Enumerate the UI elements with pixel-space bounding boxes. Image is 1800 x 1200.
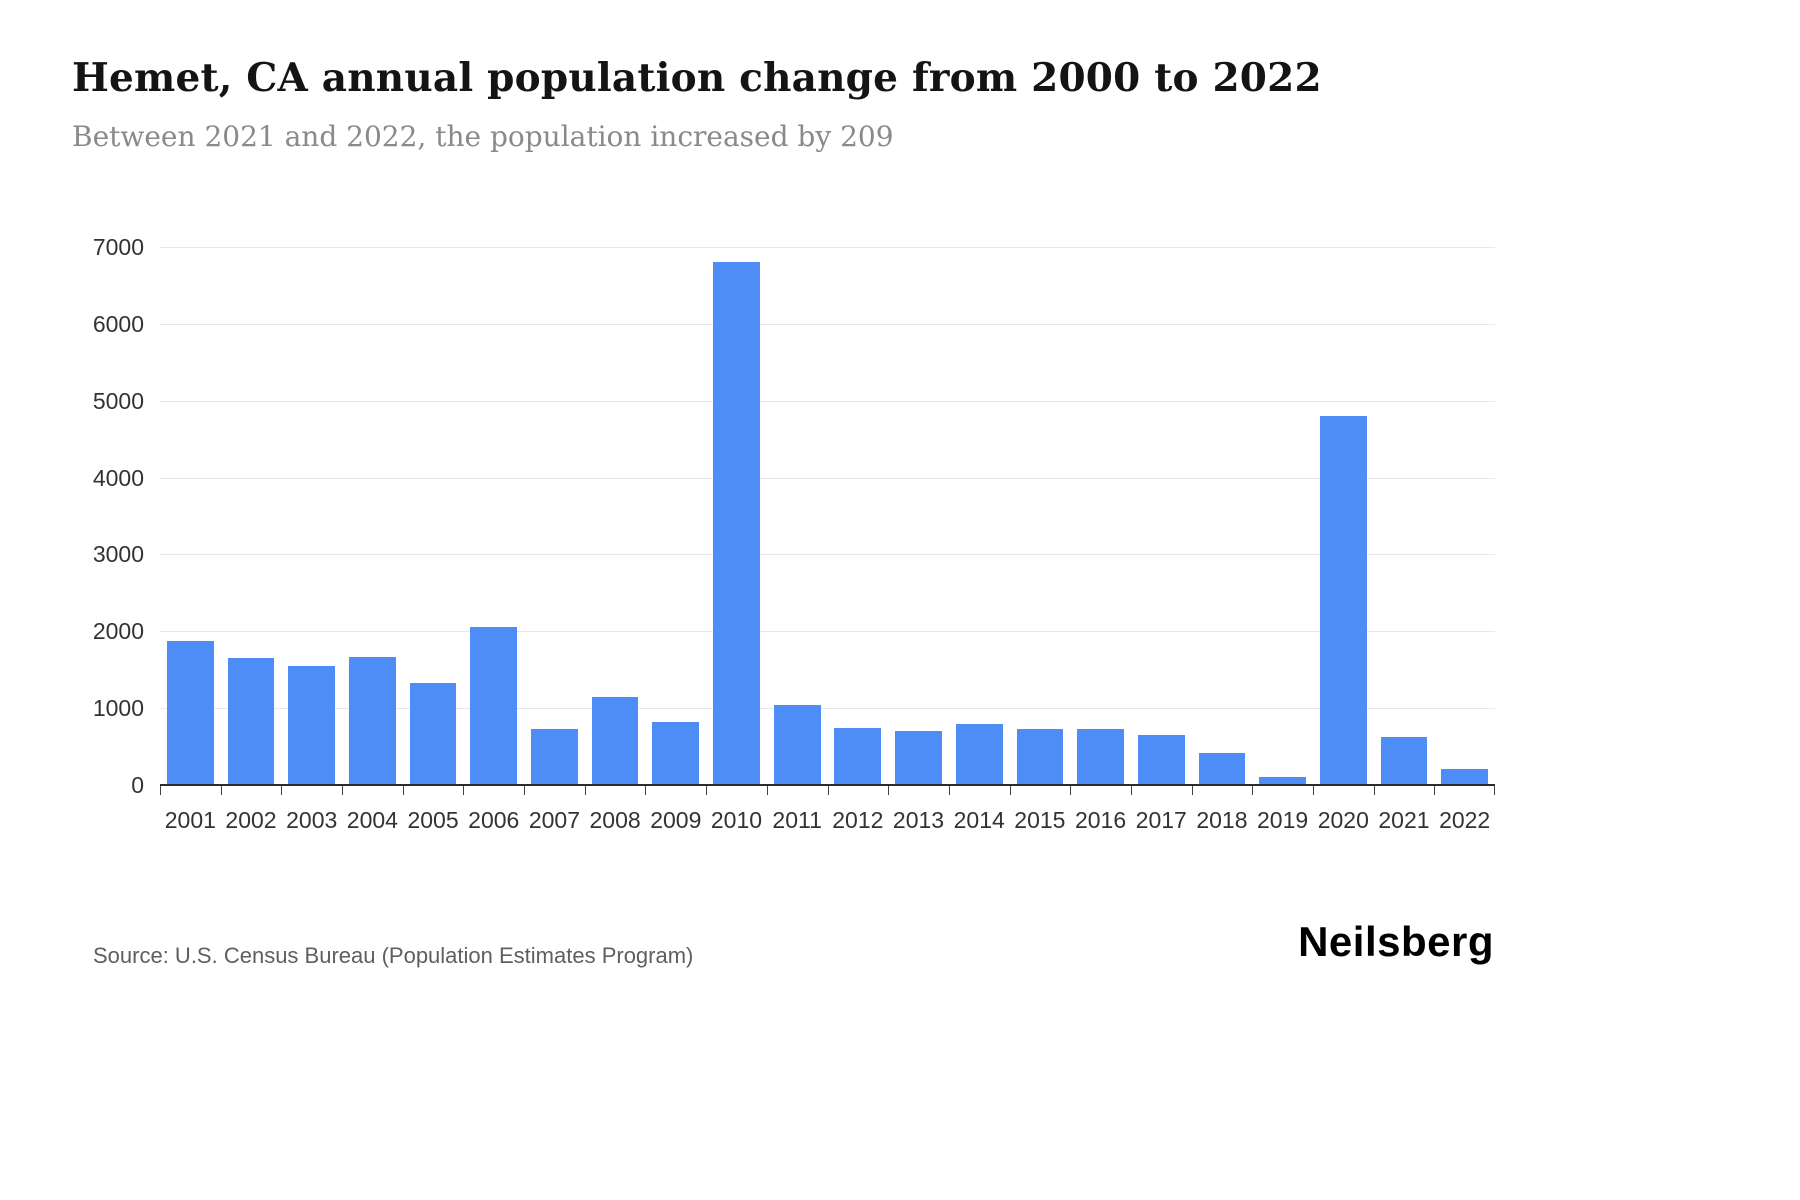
x-axis-label: 2008 xyxy=(589,807,641,833)
x-axis-tick xyxy=(220,786,222,795)
x-axis-tick xyxy=(706,786,708,795)
bar-2016[interactable] xyxy=(1077,728,1124,785)
x-axis-label: 2019 xyxy=(1257,807,1309,833)
x-axis-label: 2016 xyxy=(1074,807,1127,833)
gridline xyxy=(160,477,1495,479)
bar-2013[interactable] xyxy=(895,731,942,785)
x-axis-tick xyxy=(402,786,404,795)
x-axis-label: 2009 xyxy=(650,807,702,833)
x-axis-label: 2014 xyxy=(953,807,1005,833)
neilsberg-logo: Neilsberg xyxy=(1298,918,1494,965)
source-note: Source: U.S. Census Bureau (Population E… xyxy=(93,943,694,968)
x-axis-label: 2011 xyxy=(772,807,822,833)
x-axis-line xyxy=(160,784,1495,786)
x-axis-tick xyxy=(888,786,890,795)
bar-2015[interactable] xyxy=(1016,728,1064,785)
x-axis-label: 2015 xyxy=(1014,807,1066,833)
y-axis-label: 0 xyxy=(131,772,144,798)
gridline xyxy=(160,400,1495,402)
x-axis-tick xyxy=(524,786,526,795)
x-axis-label: 2002 xyxy=(225,807,277,833)
bar-2008[interactable] xyxy=(591,696,639,785)
x-axis-label: 2007 xyxy=(528,807,580,833)
x-axis-tick xyxy=(827,786,829,795)
x-axis-tick xyxy=(1009,786,1011,795)
bar-2002[interactable] xyxy=(227,658,275,785)
x-axis-tick xyxy=(160,786,161,795)
bar-2004[interactable] xyxy=(349,657,396,785)
bar-2009[interactable] xyxy=(652,721,700,785)
x-axis-label: 2005 xyxy=(407,807,459,833)
x-axis-label: 2017 xyxy=(1135,807,1187,833)
x-axis-tick xyxy=(1494,786,1495,795)
x-axis-tick xyxy=(1191,786,1193,795)
bar-2014[interactable] xyxy=(955,724,1003,785)
chart-subtitle: Between 2021 and 2022, the population in… xyxy=(72,120,894,153)
x-axis-tick xyxy=(1373,786,1375,795)
x-axis-tick xyxy=(584,786,586,795)
x-axis-label: 2003 xyxy=(286,807,338,833)
bar-2011[interactable] xyxy=(773,705,821,785)
bar-2010[interactable] xyxy=(713,262,760,785)
bar-2001[interactable] xyxy=(166,640,214,785)
x-axis-label: 2004 xyxy=(346,807,398,833)
gridline xyxy=(160,631,1495,633)
x-axis-label: 2018 xyxy=(1196,807,1248,833)
bar-2017[interactable] xyxy=(1137,735,1185,785)
gridline xyxy=(160,323,1495,325)
x-axis-tick xyxy=(948,786,950,795)
bar-2007[interactable] xyxy=(531,728,578,785)
x-axis-label: 2006 xyxy=(468,807,520,833)
bar-2022[interactable] xyxy=(1441,768,1488,785)
bar-2019[interactable] xyxy=(1259,777,1306,785)
bar-2012[interactable] xyxy=(834,728,882,785)
y-axis-label: 5000 xyxy=(92,387,144,414)
plot-area: 0 1000 2000 3000 4000 5000 6000 7000 2001 2002 200… xyxy=(93,234,1495,833)
gridline xyxy=(160,708,1495,710)
y-axis-label: 7000 xyxy=(92,234,144,260)
x-axis-label: 2001 xyxy=(164,807,216,833)
y-axis-label: 1000 xyxy=(92,695,144,722)
x-axis-tick xyxy=(1312,786,1314,795)
bar-2005[interactable] xyxy=(409,682,457,785)
x-axis-tick xyxy=(1070,786,1072,795)
x-axis-tick xyxy=(766,786,768,795)
y-axis-label: 6000 xyxy=(92,310,144,337)
x-axis-label: 2010 xyxy=(710,807,763,833)
x-axis-tick xyxy=(1130,786,1132,795)
chart-title: Hemet, CA annual population change from … xyxy=(72,55,1322,101)
x-axis-tick xyxy=(1252,786,1254,795)
bar-2003[interactable] xyxy=(288,665,336,785)
x-axis-tick xyxy=(281,786,283,795)
x-axis-tick xyxy=(645,786,647,795)
bar-2021[interactable] xyxy=(1380,736,1428,785)
x-axis-tick xyxy=(463,786,465,795)
x-axis-label: 2021 xyxy=(1378,807,1430,833)
bar-2006[interactable] xyxy=(470,627,518,785)
y-axis-label: 4000 xyxy=(92,464,144,491)
bar-2020[interactable] xyxy=(1319,416,1367,785)
gridline xyxy=(160,247,1495,248)
bar-2018[interactable] xyxy=(1198,752,1246,785)
x-axis-label: 2013 xyxy=(892,807,945,833)
gridline xyxy=(160,554,1495,556)
y-axis-label: 3000 xyxy=(92,541,144,568)
x-axis-tick xyxy=(1434,786,1436,795)
y-axis-label: 2000 xyxy=(92,618,144,645)
x-axis-label: 2020 xyxy=(1317,807,1369,833)
x-axis-label: 2022 xyxy=(1439,807,1491,833)
x-axis-tick xyxy=(342,786,344,795)
x-axis-label: 2012 xyxy=(832,807,884,833)
